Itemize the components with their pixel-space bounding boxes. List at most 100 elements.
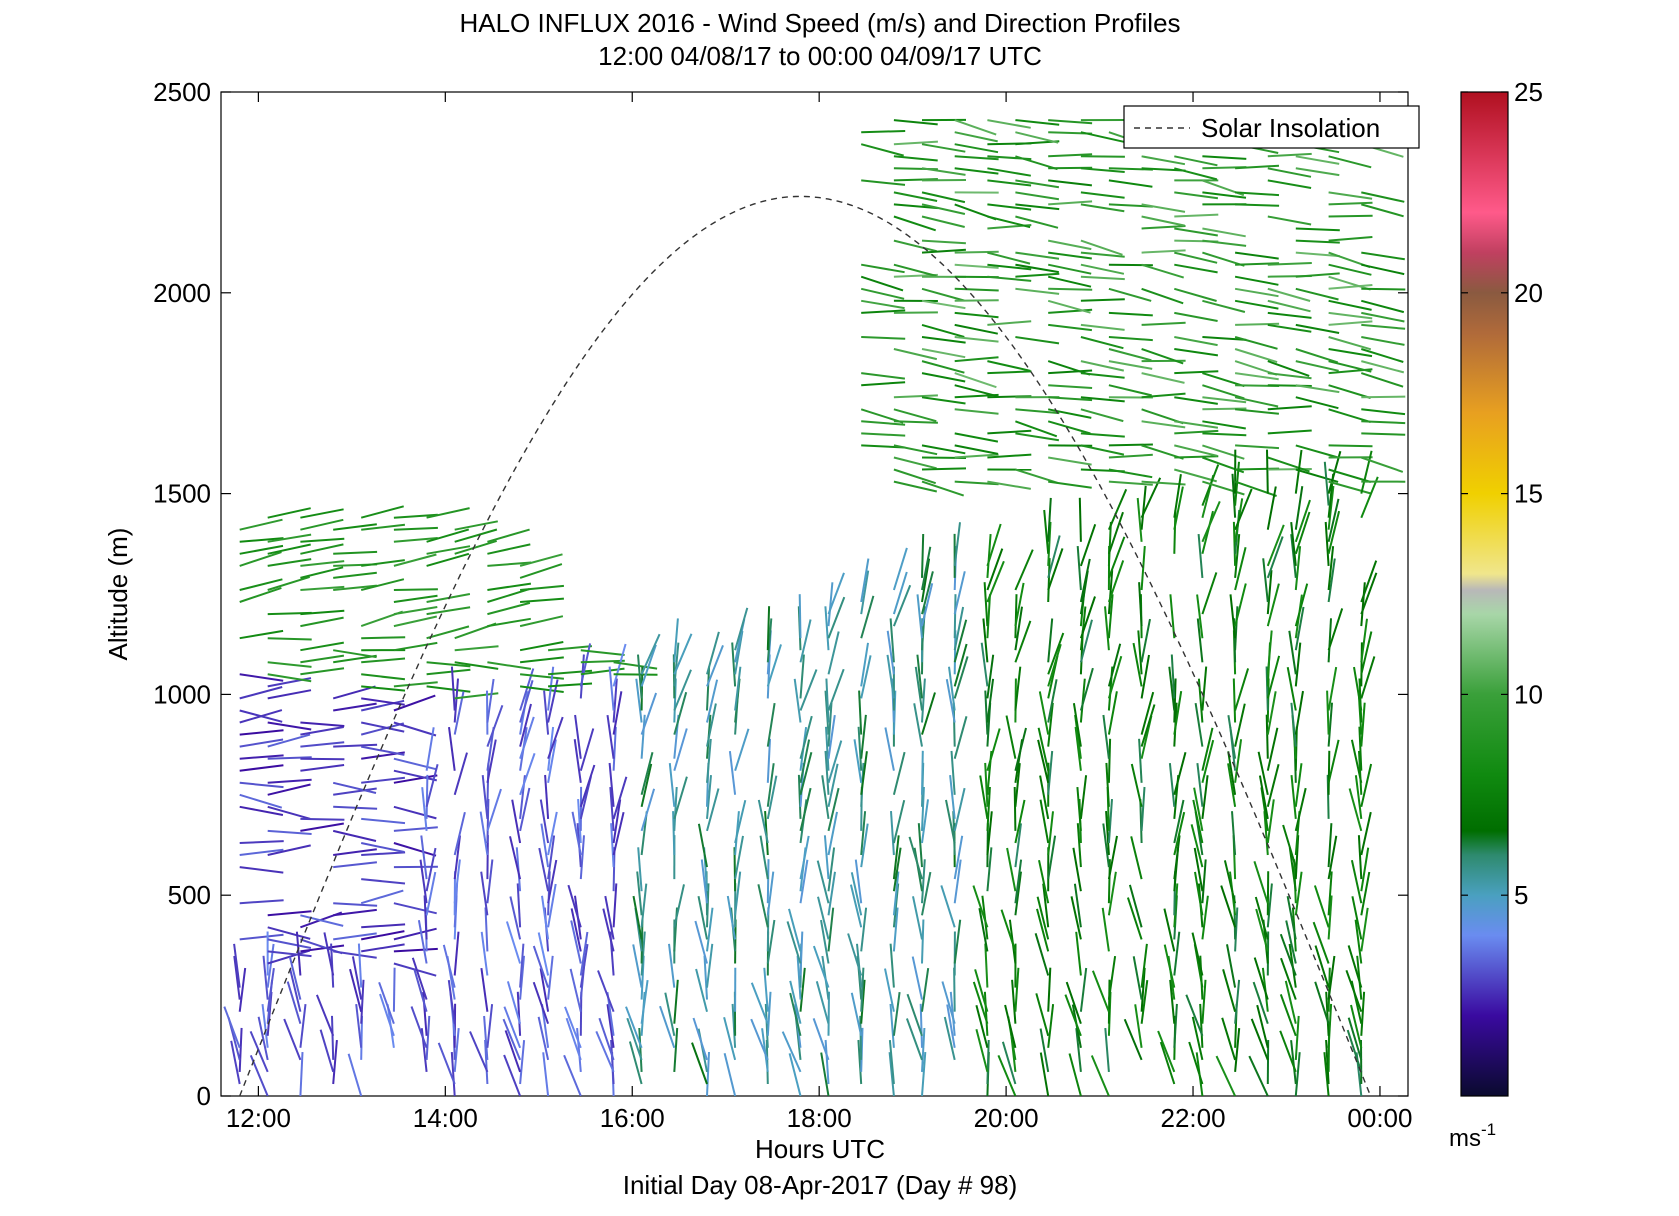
wind-arrow: [1173, 799, 1185, 844]
wind-arrow: [1048, 384, 1093, 389]
wind-arrow: [861, 432, 906, 437]
wind-arrow: [1039, 1052, 1050, 1096]
wind-arrow: [1354, 775, 1363, 820]
wind-arrow: [447, 979, 456, 1024]
colorbar-tick-label: 5: [1514, 880, 1528, 910]
wind-arrow: [953, 656, 969, 699]
wind-arrow: [632, 895, 643, 940]
wind-arrow: [267, 575, 310, 591]
wind-arrow: [448, 726, 456, 771]
wind-arrow: [1357, 835, 1363, 880]
wind-arrow: [1266, 536, 1284, 579]
wind-arrow: [1235, 191, 1280, 197]
wind-arrow: [1015, 203, 1060, 211]
wind-arrow: [673, 669, 692, 711]
wind-arrow: [1232, 678, 1237, 723]
wind-arrow: [1107, 799, 1113, 844]
wind-arrow: [520, 597, 564, 603]
wind-arrow: [332, 829, 377, 842]
wind-arrow: [1080, 263, 1125, 275]
wind-arrow: [239, 551, 282, 567]
wind-arrow: [538, 847, 550, 892]
wind-arrow: [847, 933, 863, 976]
wind-arrow: [734, 728, 750, 772]
wind-arrow: [987, 320, 1032, 326]
wind-arrow: [333, 861, 378, 869]
wind-arrow: [426, 625, 470, 640]
wind-arrow: [392, 967, 396, 1012]
wind-arrow: [706, 679, 719, 723]
wind-arrow: [299, 1003, 307, 1048]
wind-arrow: [1286, 667, 1297, 711]
wind-arrow: [1234, 251, 1279, 260]
wind-arrow: [1360, 450, 1373, 494]
wind-arrow: [1235, 262, 1280, 266]
wind-arrow: [893, 420, 938, 424]
wind-arrow: [239, 848, 284, 856]
wind-arrow: [673, 1027, 679, 1072]
wind-arrow: [884, 727, 895, 771]
wind-arrow: [1267, 262, 1312, 266]
wind-arrow: [861, 309, 906, 314]
wind-arrow: [668, 762, 676, 807]
x-tick-label: 18:00: [787, 1103, 852, 1133]
wind-arrow: [453, 691, 465, 735]
wind-arrow: [1248, 1055, 1269, 1096]
wind-arrow: [393, 769, 438, 782]
wind-arrow: [812, 1018, 830, 1061]
wind-arrow: [1140, 691, 1155, 735]
wind-arrow: [827, 763, 839, 808]
wind-arrow: [892, 991, 901, 1036]
wind-arrow: [481, 774, 489, 820]
wind-arrow: [1327, 955, 1336, 1000]
wind-arrow: [860, 642, 869, 687]
wind-arrow: [1202, 227, 1246, 238]
wind-arrow: [239, 754, 284, 760]
wind-arrow: [1288, 630, 1297, 675]
wind-arrow: [516, 883, 522, 928]
wind-arrow: [1327, 618, 1332, 663]
wind-arrow: [450, 666, 456, 711]
wind-arrow: [547, 835, 556, 880]
wind-arrow: [1047, 535, 1061, 579]
wind-arrow: [1294, 606, 1305, 651]
wind-arrow: [1328, 236, 1373, 242]
wind-arrow: [975, 1029, 989, 1073]
wind-arrow: [1074, 726, 1082, 771]
wind-arrow: [825, 678, 830, 723]
wind-arrow: [1294, 642, 1302, 687]
wind-arrow: [1193, 787, 1204, 832]
wind-arrow: [1076, 546, 1082, 591]
wind-arrow: [893, 239, 937, 253]
wind-arrow: [300, 566, 344, 579]
wind-arrow: [1325, 991, 1330, 1036]
wind-arrow: [1140, 979, 1149, 1024]
wind-arrow: [983, 582, 989, 627]
wind-arrow: [539, 799, 550, 844]
wind-arrow: [1015, 119, 1060, 126]
wind-arrow: [300, 609, 345, 616]
wind-arrow: [1348, 788, 1363, 832]
wind-arrow: [286, 981, 302, 1024]
wind-arrow: [860, 811, 867, 856]
wind-arrow: [425, 763, 439, 808]
wind-arrow: [1234, 275, 1279, 286]
wind-arrow: [564, 1006, 582, 1049]
wind-arrow: [1234, 979, 1241, 1024]
wind-arrow: [987, 453, 1032, 459]
wind-arrow: [570, 908, 582, 952]
wind-arrow: [1347, 945, 1363, 988]
wind-arrow: [612, 776, 628, 820]
wind-arrow: [914, 666, 923, 711]
wind-arrow: [454, 528, 498, 543]
wind-arrow: [378, 981, 395, 1025]
wind-arrow: [1108, 179, 1153, 188]
wind-arrow: [1140, 485, 1147, 530]
wind-arrow: [1201, 727, 1214, 771]
wind-arrow: [1080, 239, 1123, 256]
wind-arrow: [267, 950, 312, 958]
wind-arrow: [1014, 582, 1025, 627]
wind-arrow: [921, 248, 966, 254]
wind-arrow: [1253, 957, 1269, 1000]
wind-arrow: [563, 1054, 582, 1096]
